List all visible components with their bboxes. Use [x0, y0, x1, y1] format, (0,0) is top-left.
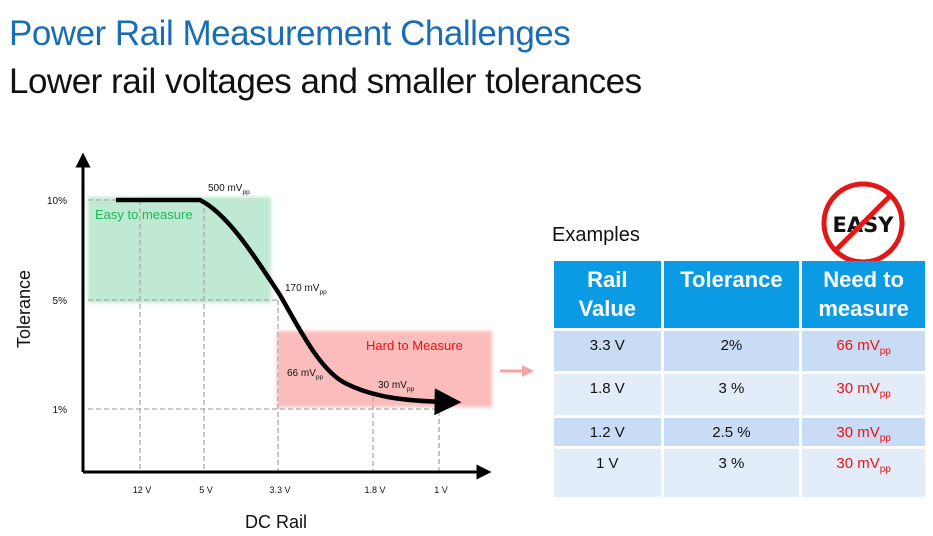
hard-region-label: Hard to Measure: [366, 338, 463, 353]
tolerance-curve: [116, 197, 462, 416]
examples-table: Rail Value Tolerance Need to measure 3.3 V 2%…: [551, 258, 928, 500]
rail-value-cell: 1.2 V: [554, 418, 661, 446]
y-tick-label: 10%: [47, 196, 67, 207]
tolerance-cell: 2%: [663, 331, 800, 371]
easy-region-label: Easy to measure: [95, 207, 193, 222]
y-axis-label: Tolerance: [14, 270, 34, 348]
x-axis-label: DC Rail: [245, 512, 307, 532]
annotation-label: 500 mVpp: [208, 183, 250, 196]
x-tick-label: 1.8 V: [364, 485, 385, 495]
need-to-measure-cell: 30 mVpp: [802, 374, 925, 415]
need-to-measure-cell: 66 mVpp: [802, 331, 925, 371]
need-to-measure-cell: 30 mVpp: [802, 449, 925, 497]
y-tick-label: 5%: [53, 296, 68, 307]
need-to-measure-cell: 30 mVpp: [802, 418, 925, 446]
tolerance-cell: 2.5 %: [663, 418, 800, 446]
column-header: Rail Value: [554, 261, 661, 328]
y-tick-label: 1%: [53, 405, 68, 416]
x-tick-label: 12 V: [133, 485, 152, 495]
rail-value-cell: 1 V: [554, 449, 661, 497]
annotation-label: 170 mVpp: [285, 283, 327, 296]
rail-value-cell: 3.3 V: [554, 331, 661, 371]
easy-region: [88, 197, 271, 303]
examples-label: Examples: [552, 224, 640, 246]
slide-subtitle: Lower rail voltages and smaller toleranc…: [9, 62, 642, 101]
x-tick-label: 1 V: [434, 485, 448, 495]
x-tick-label: 3.3 V: [269, 485, 290, 495]
annotation-label: 66 mVpp: [287, 368, 324, 381]
slide-title: Power Rail Measurement Challenges: [9, 14, 571, 53]
no-easy-sign-icon: EASY: [821, 181, 905, 265]
table-row: 1.2 V 2.5 % 30 mVpp: [554, 418, 925, 446]
x-tick-label: 5 V: [199, 485, 213, 495]
annotation-label: 30 mVpp: [378, 380, 415, 393]
column-header: Tolerance: [663, 261, 800, 328]
column-header: Need to measure: [802, 261, 925, 328]
tolerance-cell: 3 %: [663, 374, 800, 415]
table-row: 3.3 V 2% 66 mVpp: [554, 331, 925, 371]
rail-value-cell: 1.8 V: [554, 374, 661, 415]
tolerance-cell: 3 %: [663, 449, 800, 497]
